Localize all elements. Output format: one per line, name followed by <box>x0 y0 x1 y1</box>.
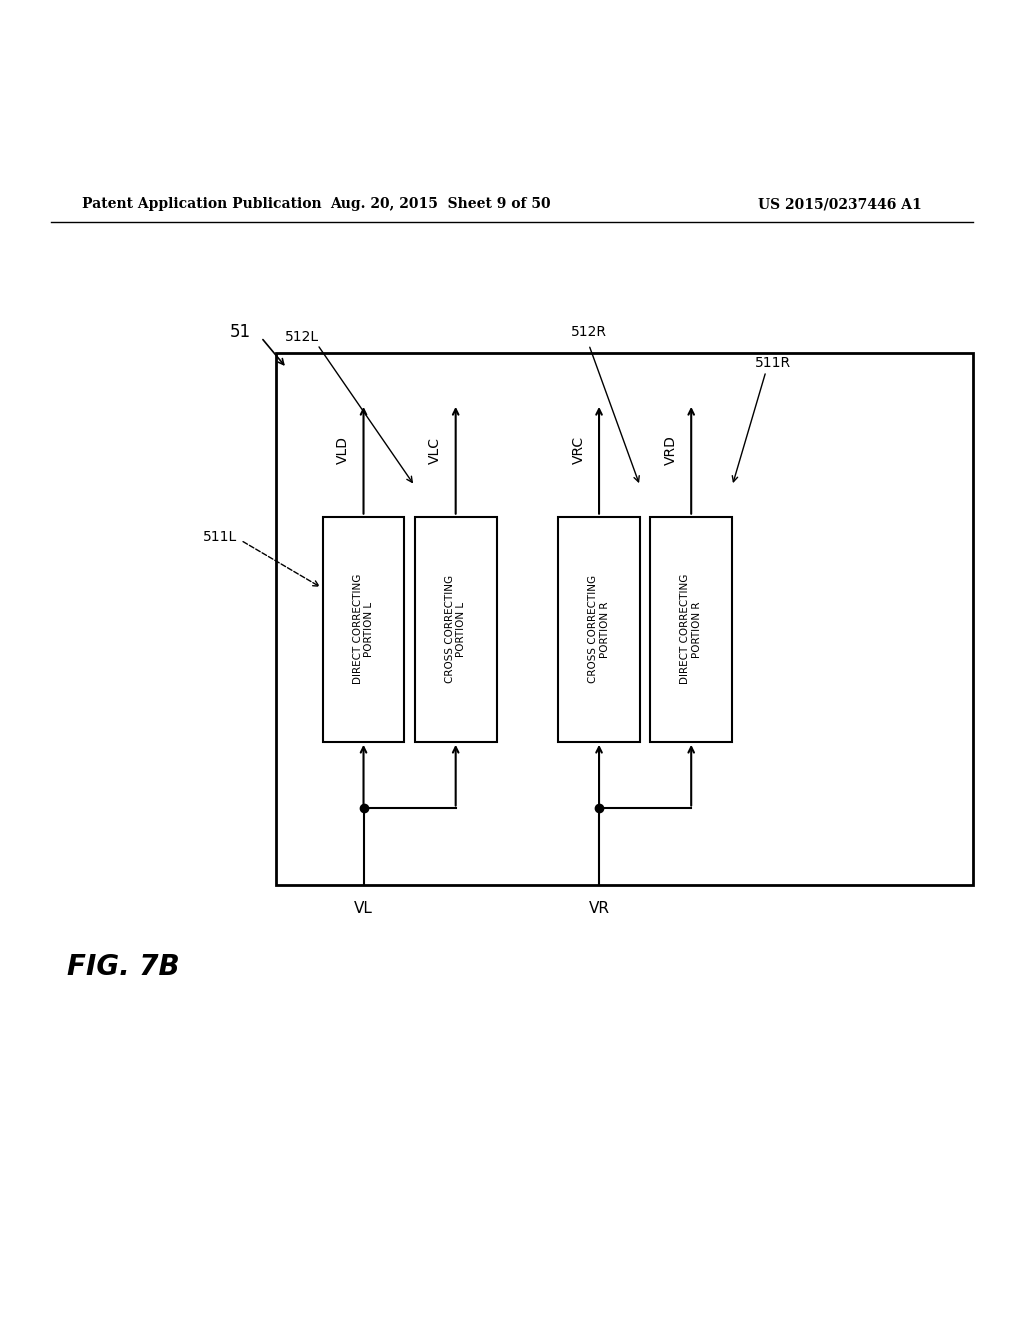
Text: VRD: VRD <box>664 436 678 465</box>
Bar <box>650 516 732 742</box>
Text: FIG. 7B: FIG. 7B <box>67 953 179 981</box>
Text: VLC: VLC <box>428 437 442 463</box>
Bar <box>415 516 497 742</box>
Text: Aug. 20, 2015  Sheet 9 of 50: Aug. 20, 2015 Sheet 9 of 50 <box>330 197 551 211</box>
Bar <box>558 516 640 742</box>
Text: VLD: VLD <box>336 436 350 465</box>
Text: 512L: 512L <box>285 330 319 345</box>
Text: 511L: 511L <box>203 531 238 544</box>
Text: 512R: 512R <box>570 325 607 339</box>
Text: US 2015/0237446 A1: US 2015/0237446 A1 <box>758 197 922 211</box>
Bar <box>276 352 973 886</box>
Text: 51: 51 <box>230 323 251 342</box>
Text: DIRECT CORRECTING
PORTION R: DIRECT CORRECTING PORTION R <box>680 574 702 685</box>
Text: CROSS CORRECTING
PORTION L: CROSS CORRECTING PORTION L <box>444 576 467 684</box>
Text: CROSS CORRECTING
PORTION R: CROSS CORRECTING PORTION R <box>588 576 610 684</box>
Text: VRC: VRC <box>571 436 586 465</box>
Text: DIRECT CORRECTING
PORTION L: DIRECT CORRECTING PORTION L <box>352 574 375 685</box>
Text: 511R: 511R <box>755 356 792 370</box>
Bar <box>323 516 404 742</box>
Text: Patent Application Publication: Patent Application Publication <box>82 197 322 211</box>
Text: VL: VL <box>354 900 373 916</box>
Text: VR: VR <box>589 900 609 916</box>
